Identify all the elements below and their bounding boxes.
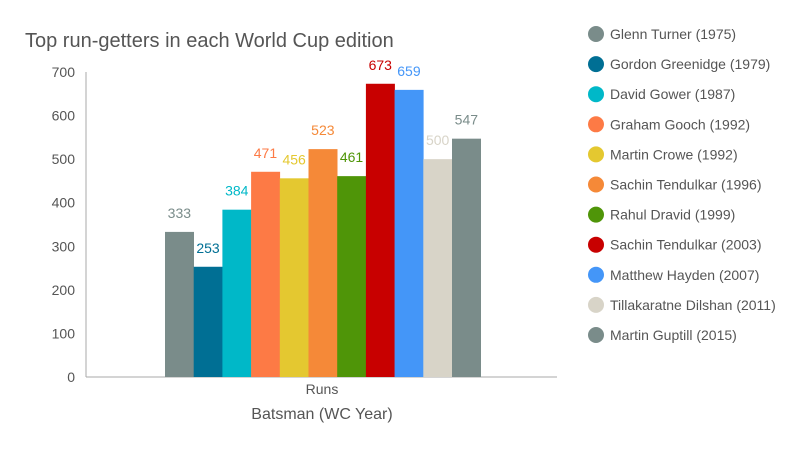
data-label: 471	[254, 145, 278, 161]
legend: Glenn Turner (1975) Gordon Greenidge (197…	[588, 26, 776, 343]
legend-label: Sachin Tendulkar (1996)	[610, 177, 762, 193]
legend-marker	[588, 26, 604, 42]
data-label: 461	[340, 149, 364, 165]
legend-marker	[588, 116, 604, 133]
y-tick-label: 0	[67, 369, 75, 385]
data-label: 523	[311, 122, 335, 138]
y-tick-label: 200	[52, 282, 76, 298]
legend-label: Graham Gooch (1992)	[610, 116, 750, 132]
bar	[423, 159, 453, 377]
legend-label: Rahul Dravid (1999)	[610, 207, 735, 223]
y-tick-label: 400	[52, 195, 76, 211]
legend-label: Tillakaratne Dilshan (2011)	[610, 297, 776, 313]
bar	[452, 138, 481, 377]
bar	[251, 171, 281, 377]
bars-group	[165, 83, 481, 377]
legend-marker	[588, 327, 604, 343]
y-tick-label: 300	[52, 238, 76, 254]
y-tick-label: 700	[52, 64, 76, 80]
legend-marker	[588, 296, 604, 313]
bar	[308, 149, 338, 377]
data-label: 659	[397, 63, 421, 79]
legend-label: Gordon Greenidge (1979)	[610, 56, 770, 72]
bar	[337, 176, 367, 377]
legend-label: David Gower (1987)	[610, 86, 735, 102]
bar	[394, 89, 424, 377]
data-label: 333	[168, 205, 192, 221]
bar	[165, 231, 194, 377]
y-tick-label: 600	[52, 108, 76, 124]
y-tick-label: 500	[52, 151, 76, 167]
data-label: 253	[196, 240, 220, 256]
legend-label: Martin Guptill (2015)	[610, 327, 737, 343]
legend-marker	[588, 206, 604, 223]
legend-marker	[588, 236, 604, 253]
data-labels-group: 333 253 384 471 456 523 461 673 659 500 547	[168, 57, 479, 256]
data-label: 673	[369, 57, 393, 73]
legend-label: Matthew Hayden (2007)	[610, 267, 759, 283]
data-label: 384	[225, 183, 249, 199]
legend-label: Martin Crowe (1992)	[610, 146, 738, 162]
legend-marker	[588, 266, 604, 283]
data-label: 456	[282, 151, 306, 167]
legend-marker	[588, 176, 604, 193]
y-tick-label: 100	[52, 325, 76, 341]
legend-marker	[588, 86, 604, 103]
data-label: 547	[455, 112, 479, 128]
legend-marker	[588, 146, 604, 163]
x-category-label: Runs	[306, 381, 339, 397]
legend-marker	[588, 56, 604, 73]
bar	[222, 209, 252, 377]
legend-label: Sachin Tendulkar (2003)	[610, 237, 762, 253]
bar	[279, 178, 309, 377]
y-axis-ticks: 0 100 200 300 400 500 600 700	[52, 64, 76, 385]
chart-title: Top run-getters in each World Cup editio…	[25, 30, 394, 52]
x-axis-title: Batsman (WC Year)	[251, 406, 392, 423]
bar	[193, 266, 223, 377]
legend-label: Glenn Turner (1975)	[610, 26, 736, 42]
data-label: 500	[426, 132, 450, 148]
bar	[365, 83, 395, 377]
